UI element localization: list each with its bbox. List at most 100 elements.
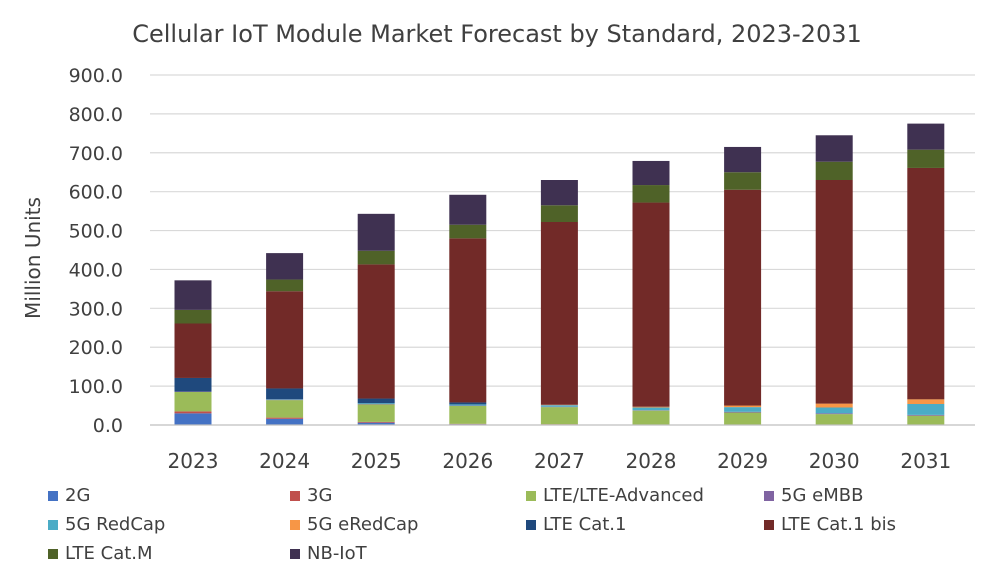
bar-segment [266, 280, 303, 292]
x-tick-label: 2025 [351, 449, 402, 473]
legend-item: 5G RedCap [48, 514, 165, 535]
legend-item: LTE Cat.1 [526, 514, 626, 535]
bar-segment [449, 238, 486, 402]
x-tick-label: 2024 [259, 449, 310, 473]
bar-segment [816, 414, 853, 425]
bar-segment [816, 408, 853, 414]
bar-segment [266, 419, 303, 425]
legend-swatch [290, 549, 300, 559]
legend-label: LTE/LTE-Advanced [543, 485, 704, 506]
bar-stack-2023 [175, 280, 212, 425]
legend-label: LTE Cat.1 bis [781, 514, 896, 535]
bar-stack-2025 [358, 214, 395, 425]
bar-stack-2026 [449, 195, 486, 425]
bar-stack-2029 [724, 147, 761, 425]
bar-segment [449, 402, 486, 404]
bar-segment [633, 411, 670, 425]
legend-swatch [526, 491, 536, 501]
legend-item: NB-IoT [290, 543, 368, 564]
legend-swatch [290, 520, 300, 530]
bar-segment [175, 324, 212, 378]
legend-item: 5G eRedCap [290, 514, 418, 535]
x-tick-label: 2030 [809, 449, 860, 473]
bar-segment [541, 180, 578, 205]
y-tick-label: 600.0 [69, 182, 123, 204]
y-axis-label: Million Units [21, 197, 45, 319]
bar-segment [816, 135, 853, 161]
bar-segment [266, 400, 303, 418]
bar-segment [358, 404, 395, 422]
bar-segment [633, 185, 670, 203]
bar-segment [449, 406, 486, 424]
legend-label: 5G eRedCap [307, 514, 418, 535]
legend-item: LTE/LTE-Advanced [526, 485, 704, 506]
bar-segment [816, 162, 853, 180]
legend-swatch [764, 491, 774, 501]
chart-title: Cellular IoT Module Market Forecast by S… [132, 20, 862, 48]
legend-item: LTE Cat.1 bis [764, 514, 896, 535]
bar-segment [449, 404, 486, 405]
bar-segment [358, 403, 395, 404]
bar-segment [724, 172, 761, 190]
bar-segment [724, 407, 761, 412]
bar-segment [724, 190, 761, 406]
bar-segment [175, 280, 212, 310]
x-tick-label: 2026 [442, 449, 493, 473]
y-tick-label: 700.0 [69, 143, 123, 165]
x-tick-label: 2028 [626, 449, 677, 473]
legend-label: LTE Cat.M [65, 543, 153, 564]
y-tick-label: 800.0 [69, 104, 123, 126]
bar-stack-2028 [633, 161, 670, 425]
legend-swatch [764, 520, 774, 530]
bar-segment [266, 253, 303, 279]
legend-label: 5G eMBB [781, 485, 863, 506]
bar-stack-2031 [907, 124, 944, 425]
bar-segment [449, 195, 486, 225]
bar-segment [907, 168, 944, 399]
bar-segment [724, 406, 761, 408]
bar-segment [541, 222, 578, 405]
legend-swatch [290, 491, 300, 501]
bar-segment [816, 404, 853, 408]
bar-segment [907, 150, 944, 168]
bar-segment [358, 264, 395, 398]
bar-segment [358, 214, 395, 251]
bar-segment [175, 310, 212, 324]
bar-segment [633, 407, 670, 408]
bar-segment [633, 203, 670, 407]
legend-item: 5G eMBB [764, 485, 863, 506]
legend-item: LTE Cat.M [48, 543, 153, 564]
bar-segment [907, 124, 944, 150]
bar-segment [907, 404, 944, 415]
bar-stack-2030 [816, 135, 853, 425]
x-tick-label: 2031 [900, 449, 951, 473]
y-tick-label: 500.0 [69, 221, 123, 243]
bar-segment [541, 405, 578, 407]
legend-swatch [48, 491, 58, 501]
bar-stack-2027 [541, 180, 578, 425]
bar-segment [633, 408, 670, 411]
bar-segment [816, 180, 853, 404]
bar-segment [175, 392, 212, 411]
y-tick-label: 200.0 [69, 337, 123, 359]
legend-label: 3G [307, 485, 332, 506]
bar-segment [633, 161, 670, 185]
bar-segment [816, 413, 853, 414]
x-tick-label: 2029 [717, 449, 768, 473]
bar-segment [541, 205, 578, 222]
legend-label: NB-IoT [307, 543, 368, 564]
x-tick-label: 2023 [168, 449, 219, 473]
bar-segment [175, 413, 212, 425]
x-tick-label: 2027 [534, 449, 585, 473]
bar-stack-2024 [266, 253, 303, 425]
bar-segment [907, 416, 944, 425]
bar-segment [724, 413, 761, 425]
y-tick-label: 0.0 [93, 415, 123, 437]
bar-segment [266, 388, 303, 399]
y-tick-label: 100.0 [69, 376, 123, 398]
bar-segment [266, 291, 303, 388]
legend-label: LTE Cat.1 [543, 514, 626, 535]
